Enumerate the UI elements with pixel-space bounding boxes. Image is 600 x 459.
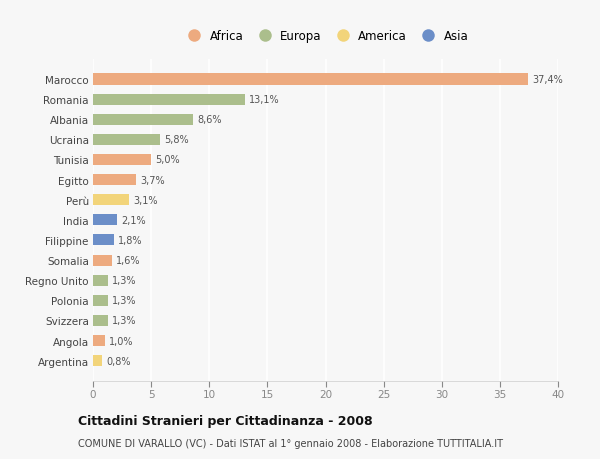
Bar bbox=[93, 155, 151, 166]
Bar bbox=[93, 335, 104, 346]
Bar bbox=[93, 195, 129, 206]
Text: Cittadini Stranieri per Cittadinanza - 2008: Cittadini Stranieri per Cittadinanza - 2… bbox=[78, 414, 373, 428]
Text: 1,6%: 1,6% bbox=[116, 256, 140, 265]
Bar bbox=[93, 134, 160, 146]
Bar bbox=[93, 355, 102, 366]
Text: 3,1%: 3,1% bbox=[133, 195, 158, 205]
Text: 1,3%: 1,3% bbox=[112, 275, 137, 285]
Bar bbox=[93, 275, 108, 286]
Text: 13,1%: 13,1% bbox=[250, 95, 280, 105]
Text: 5,8%: 5,8% bbox=[164, 135, 189, 145]
Text: 3,7%: 3,7% bbox=[140, 175, 165, 185]
Bar bbox=[93, 315, 108, 326]
Text: 0,8%: 0,8% bbox=[106, 356, 131, 366]
Text: COMUNE DI VARALLO (VC) - Dati ISTAT al 1° gennaio 2008 - Elaborazione TUTTITALIA: COMUNE DI VARALLO (VC) - Dati ISTAT al 1… bbox=[78, 438, 503, 448]
Bar bbox=[93, 114, 193, 125]
Bar bbox=[93, 295, 108, 306]
Bar bbox=[93, 74, 528, 85]
Text: 8,6%: 8,6% bbox=[197, 115, 221, 125]
Bar bbox=[93, 174, 136, 186]
Bar bbox=[93, 215, 118, 226]
Bar bbox=[93, 95, 245, 106]
Text: 5,0%: 5,0% bbox=[155, 155, 180, 165]
Bar bbox=[93, 255, 112, 266]
Text: 1,3%: 1,3% bbox=[112, 316, 137, 326]
Text: 1,8%: 1,8% bbox=[118, 235, 142, 246]
Legend: Africa, Europa, America, Asia: Africa, Europa, America, Asia bbox=[182, 30, 469, 43]
Text: 2,1%: 2,1% bbox=[121, 215, 146, 225]
Text: 1,0%: 1,0% bbox=[109, 336, 133, 346]
Text: 37,4%: 37,4% bbox=[532, 75, 563, 85]
Text: 1,3%: 1,3% bbox=[112, 296, 137, 306]
Bar bbox=[93, 235, 114, 246]
